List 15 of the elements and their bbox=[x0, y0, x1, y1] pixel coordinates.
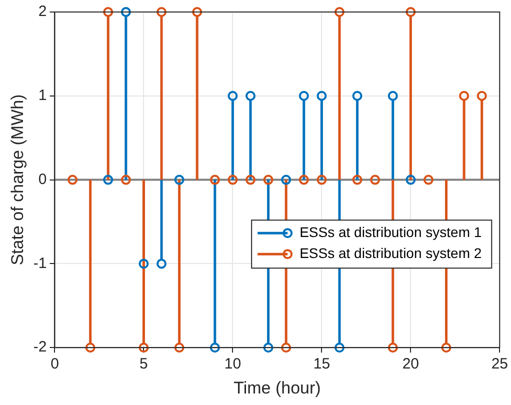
x-tick-label: 10 bbox=[224, 356, 242, 373]
y-tick-label: 2 bbox=[38, 3, 47, 20]
x-tick-label: 15 bbox=[313, 356, 330, 373]
legend-label: ESSs at distribution system 1 bbox=[300, 224, 482, 240]
legend-label: ESSs at distribution system 2 bbox=[300, 244, 482, 261]
y-tick-label: -2 bbox=[33, 338, 47, 356]
x-tick-label: 5 bbox=[140, 356, 148, 373]
y-tick-label: -1 bbox=[33, 254, 47, 272]
y-tick-label: 0 bbox=[38, 170, 47, 188]
x-tick-label: 20 bbox=[402, 356, 420, 373]
x-tick-label: 25 bbox=[491, 356, 508, 373]
y-axis-title: State of charge (MWh) bbox=[8, 94, 27, 266]
y-tick-label: 1 bbox=[38, 87, 47, 104]
x-tick-label: 0 bbox=[50, 356, 59, 373]
x-axis-title: Time (hour) bbox=[234, 378, 321, 398]
